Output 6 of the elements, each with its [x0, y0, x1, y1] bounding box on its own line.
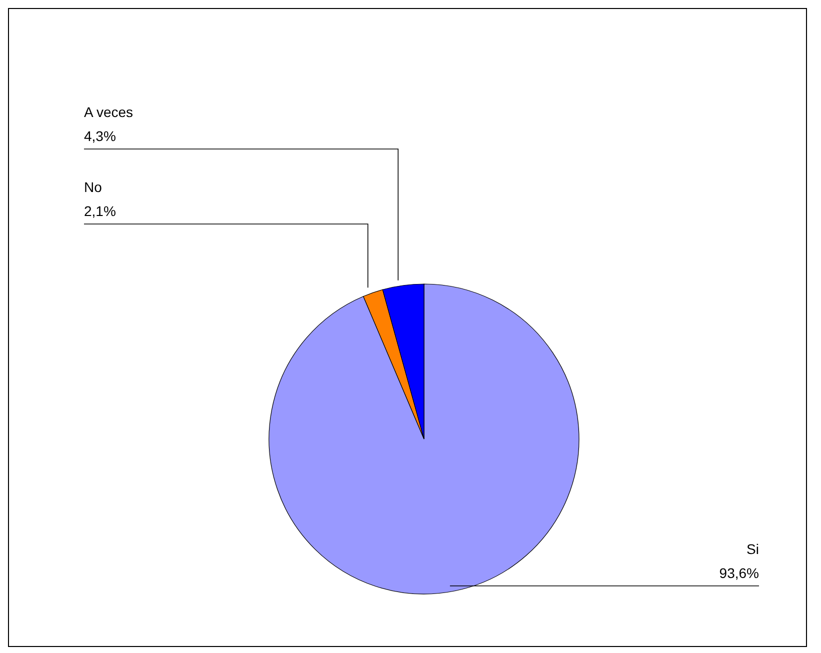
slice-label: Si [746, 540, 759, 557]
slice-label: A veces [84, 104, 134, 120]
data-label: 93,6% [719, 564, 759, 581]
data-label: 4,3% [84, 128, 116, 144]
slice-label: No [84, 179, 102, 195]
data-label: 2,1% [84, 203, 116, 219]
